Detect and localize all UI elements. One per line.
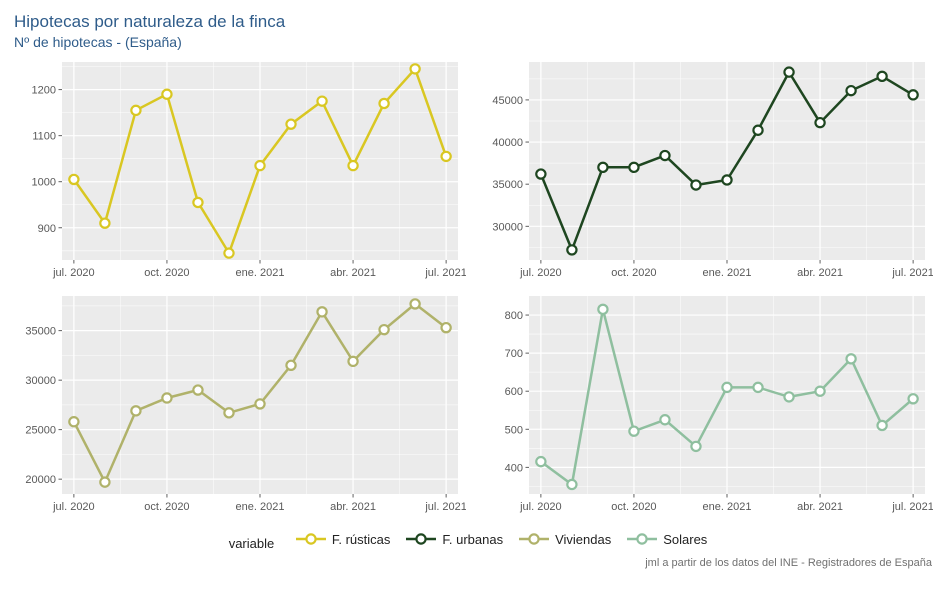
svg-text:ene. 2021: ene. 2021 — [236, 267, 285, 279]
svg-text:800: 800 — [505, 310, 523, 322]
svg-text:1000: 1000 — [32, 177, 56, 189]
svg-text:25000: 25000 — [25, 425, 56, 437]
svg-text:abr. 2021: abr. 2021 — [797, 267, 843, 279]
svg-text:45000: 45000 — [492, 95, 523, 107]
svg-text:oct. 2020: oct. 2020 — [611, 501, 656, 513]
panel-viviendas: 20000 25000 30000 35000 jul. 2020 oct. 2020 en… — [6, 290, 466, 522]
svg-text:jul. 2021: jul. 2021 — [424, 267, 466, 279]
chart-caption: jml a partir de los datos del INE - Regi… — [6, 557, 938, 569]
panel-rusticas: 900 1000 1100 1200 jul. 2020 oct. 2020 ene. 20… — [6, 56, 466, 288]
chart-subtitle: Nº de hipotecas - (España) — [14, 34, 938, 50]
svg-text:900: 900 — [38, 223, 56, 235]
svg-text:jul. 2021: jul. 2021 — [891, 501, 933, 513]
legend: variable F. rústicas F. urbanas Viviendas S… — [6, 530, 938, 551]
svg-text:20000: 20000 — [25, 474, 56, 486]
chart-container: Hipotecas por naturaleza de la finca Nº … — [0, 0, 944, 573]
panels-grid: 900 1000 1100 1200 jul. 2020 oct. 2020 ene. 20… — [6, 56, 938, 522]
legend-item: Solares — [627, 530, 707, 548]
svg-text:abr. 2021: abr. 2021 — [330, 501, 376, 513]
legend-item: F. rústicas — [296, 530, 391, 548]
legend-item: Viviendas — [519, 530, 611, 548]
legend-swatch-icon — [296, 530, 326, 548]
svg-text:1100: 1100 — [32, 131, 56, 143]
legend-swatch-icon — [406, 530, 436, 548]
panel-urbanas: 30000 35000 40000 45000 jul. 2020 oct. 2020 en… — [473, 56, 933, 288]
svg-text:30000: 30000 — [25, 375, 56, 387]
legend-label: F. rústicas — [332, 532, 391, 547]
svg-text:jul. 2021: jul. 2021 — [891, 267, 933, 279]
legend-swatch-icon — [627, 530, 657, 548]
svg-text:ene. 2021: ene. 2021 — [703, 267, 752, 279]
svg-text:35000: 35000 — [492, 179, 523, 191]
svg-text:1200: 1200 — [32, 85, 56, 97]
legend-label: F. urbanas — [442, 532, 503, 547]
svg-text:jul. 2020: jul. 2020 — [52, 267, 95, 279]
svg-text:600: 600 — [505, 386, 523, 398]
svg-text:oct. 2020: oct. 2020 — [611, 267, 656, 279]
svg-text:700: 700 — [505, 348, 523, 360]
svg-text:oct. 2020: oct. 2020 — [144, 267, 189, 279]
svg-text:35000: 35000 — [25, 326, 56, 338]
panel-solares: 400 500 600 700 800 jul. 2020 oct. 2020 ene. 20… — [473, 290, 933, 522]
svg-text:jul. 2020: jul. 2020 — [519, 501, 562, 513]
svg-text:500: 500 — [505, 424, 523, 436]
svg-text:400: 400 — [505, 462, 523, 474]
svg-text:ene. 2021: ene. 2021 — [236, 501, 285, 513]
svg-text:ene. 2021: ene. 2021 — [703, 501, 752, 513]
svg-text:jul. 2021: jul. 2021 — [424, 501, 466, 513]
svg-text:abr. 2021: abr. 2021 — [797, 501, 843, 513]
legend-label: Solares — [663, 532, 707, 547]
legend-item: F. urbanas — [406, 530, 503, 548]
legend-label: Viviendas — [555, 532, 611, 547]
svg-text:40000: 40000 — [492, 137, 523, 149]
svg-text:jul. 2020: jul. 2020 — [52, 501, 95, 513]
svg-text:30000: 30000 — [492, 221, 523, 233]
legend-swatch-icon — [519, 530, 549, 548]
legend-title: variable — [229, 536, 275, 551]
svg-text:abr. 2021: abr. 2021 — [330, 267, 376, 279]
svg-text:jul. 2020: jul. 2020 — [519, 267, 562, 279]
chart-title: Hipotecas por naturaleza de la finca — [14, 12, 938, 32]
svg-text:oct. 2020: oct. 2020 — [144, 501, 189, 513]
